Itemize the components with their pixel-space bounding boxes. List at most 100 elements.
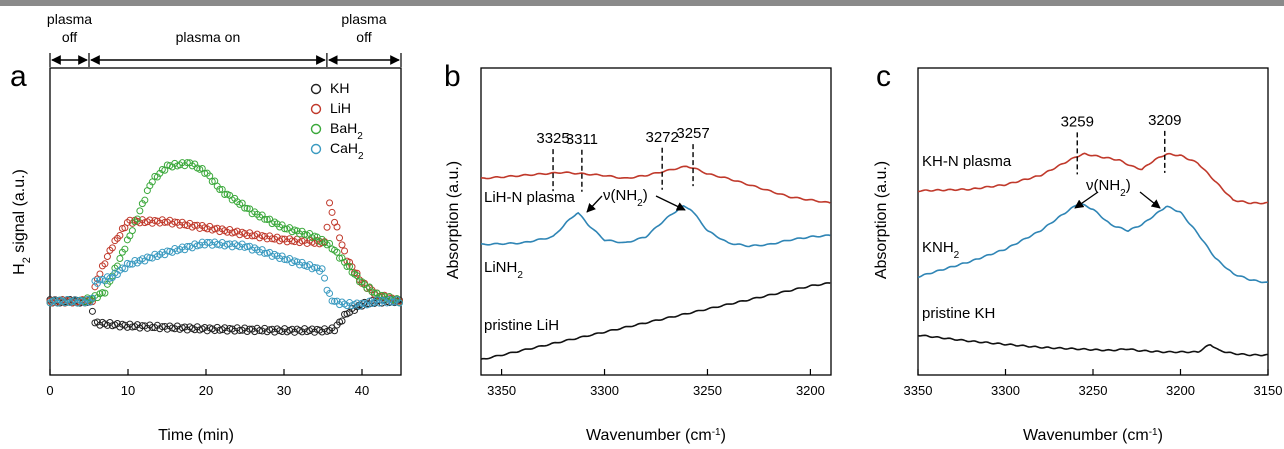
peak-label: 3325	[536, 130, 569, 147]
data-point	[103, 253, 111, 261]
curve-label-knh2: KNH2	[922, 239, 960, 261]
legend-label-cah2: CaH2	[330, 140, 364, 162]
data-point	[146, 254, 154, 262]
x-tick-label: 3300	[991, 383, 1020, 398]
legend-marker	[310, 103, 322, 115]
peak-label: 3311	[566, 131, 598, 148]
phase-label: plasma on	[176, 29, 241, 45]
panel-b-x-ticks: 3350 3300 3250 3200	[487, 369, 825, 398]
data-point	[128, 227, 136, 235]
panel-c-letter: c	[876, 60, 891, 93]
panel-b-frame	[480, 67, 832, 376]
phase-labels: plasma off plasma on plasma off	[47, 11, 402, 67]
peak-label: 3257	[676, 125, 709, 142]
panel-a-x-ticks: 0 10 20 30 40	[46, 369, 369, 398]
series-kh	[46, 295, 403, 336]
x-tick-label: 3250	[693, 383, 722, 398]
data-point	[116, 231, 124, 239]
top-rule	[0, 0, 1284, 6]
legend-label-lih: LiH	[330, 100, 351, 116]
data-point	[88, 307, 96, 315]
panel-c-peak-labels: 3259 3209	[1061, 112, 1181, 175]
panel-b-series	[480, 165, 831, 360]
peak-label: 3209	[1148, 112, 1181, 129]
data-point	[216, 185, 224, 193]
data-point	[370, 289, 378, 297]
data-point	[98, 289, 106, 297]
panel-b-xlabel: Wavenumber (cm-1)	[586, 427, 726, 445]
legend-label-kh: KH	[330, 80, 349, 96]
data-point	[353, 272, 361, 280]
panel-c-ylabel: Absorption (a.u.)	[873, 161, 890, 279]
data-point	[221, 191, 229, 199]
phase-label: off	[62, 29, 77, 45]
data-point	[328, 297, 336, 305]
series-pristine-kh	[917, 334, 1268, 357]
data-point	[108, 244, 116, 252]
data-point	[263, 216, 271, 224]
data-point	[281, 255, 289, 263]
data-point	[328, 208, 336, 216]
curve-label-lih-n-plasma: LiH-N plasma	[484, 189, 576, 206]
series-pristine-lih	[480, 282, 831, 360]
curve-label-pristine-lih: pristine LiH	[484, 317, 559, 334]
x-tick-label: 0	[46, 383, 53, 398]
x-tick-label: 3150	[1254, 383, 1283, 398]
panel-c-x-ticks: 3350 3300 3250 3200 3150	[904, 369, 1283, 398]
data-point	[148, 178, 156, 186]
series-cah2	[46, 238, 403, 310]
data-point	[318, 265, 326, 273]
data-point	[323, 223, 331, 231]
data-point	[338, 241, 346, 249]
x-tick-label: 3200	[796, 383, 825, 398]
panel-a-xlabel: Time (min)	[158, 427, 234, 444]
data-point	[326, 240, 334, 248]
data-point	[338, 317, 346, 325]
data-point	[163, 247, 171, 255]
data-point	[116, 254, 124, 262]
data-point	[326, 289, 334, 297]
data-point	[243, 243, 251, 251]
data-point	[281, 225, 289, 233]
x-tick-label: 30	[277, 383, 291, 398]
data-point	[343, 262, 351, 270]
phase-label: plasma	[47, 11, 92, 27]
panel-c: c 3350 3300 3250 3200 3150 3259 3209 KH-N pla…	[873, 60, 1282, 444]
x-tick-label: 3200	[1166, 383, 1195, 398]
x-tick-label: 20	[199, 383, 213, 398]
x-tick-label: 40	[355, 383, 369, 398]
data-point	[341, 247, 349, 255]
data-point	[88, 294, 96, 302]
data-point	[191, 221, 199, 229]
panel-c-series	[917, 152, 1269, 357]
data-point	[261, 249, 269, 257]
phase-label: off	[356, 29, 371, 45]
data-point	[311, 263, 319, 271]
curve-label-linh2: LiNH2	[484, 259, 523, 281]
panel-a-letter: a	[10, 60, 27, 93]
x-tick-label: 3250	[1079, 383, 1108, 398]
legend-label-bah2: BaH2	[330, 120, 363, 142]
curve-label-kh-n-plasma: KH-N plasma	[922, 153, 1012, 170]
data-point	[331, 327, 339, 335]
annotation-nu-nh2-b: ν(NH2)	[603, 187, 648, 209]
data-point	[336, 254, 344, 262]
data-point	[126, 260, 134, 268]
legend-marker	[310, 143, 322, 155]
peak-label: 3259	[1061, 113, 1094, 130]
data-point	[346, 262, 354, 270]
data-point	[183, 159, 191, 167]
data-point	[326, 199, 334, 207]
data-point	[333, 223, 341, 231]
curve-label-pristine-kh: pristine KH	[922, 305, 995, 322]
series-knh2	[917, 202, 1269, 284]
x-tick-label: 3350	[904, 383, 933, 398]
data-point	[206, 172, 214, 180]
data-point	[331, 297, 339, 305]
panel-b-letter: b	[444, 60, 461, 93]
x-tick-label: 3300	[590, 383, 619, 398]
